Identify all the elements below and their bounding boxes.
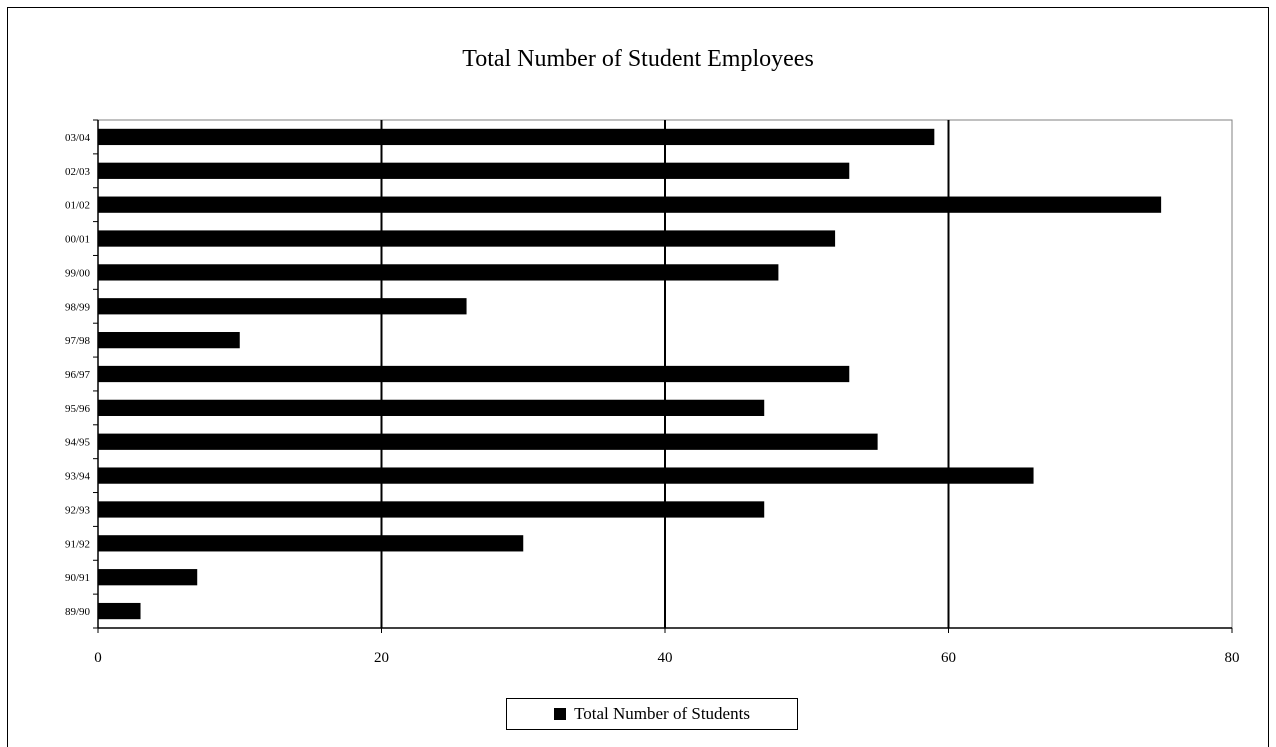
bar: [98, 433, 878, 450]
legend-swatch: [554, 708, 567, 720]
x-tick-label: 80: [1225, 650, 1240, 666]
y-tick-label: 01/02: [65, 200, 90, 212]
bar: [98, 535, 524, 552]
bar: [98, 569, 198, 586]
y-tick-label: 00/01: [65, 234, 90, 246]
bar: [98, 467, 1034, 484]
y-tick-label: 99/00: [65, 267, 91, 279]
bar: [98, 196, 1162, 213]
chart-title: Total Number of Student Employees: [462, 46, 814, 72]
bar: [98, 128, 935, 146]
y-tick-label: 94/95: [65, 437, 91, 449]
x-tick-label: 0: [94, 650, 102, 666]
y-tick-label: 02/03: [65, 166, 91, 178]
bar: [98, 501, 765, 518]
y-tick-label: 03/04: [65, 132, 91, 144]
bar: [98, 602, 141, 620]
bar: [98, 298, 467, 315]
y-tick-label: 98/99: [65, 301, 91, 313]
y-tick-label: 89/90: [65, 606, 91, 618]
x-tick-label: 40: [658, 650, 673, 666]
bar: [98, 332, 240, 349]
bar: [98, 365, 850, 383]
y-tick-label: 90/91: [65, 572, 90, 584]
bar: [98, 162, 850, 179]
x-tick-label: 60: [941, 650, 956, 666]
y-tick-label: 96/97: [65, 369, 91, 381]
y-tick-label: 93/94: [65, 471, 91, 483]
y-tick-label: 95/96: [65, 403, 91, 415]
x-tick-label: 20: [374, 650, 389, 666]
y-tick-label: 92/93: [65, 504, 91, 516]
y-tick-label: 91/92: [65, 538, 90, 550]
legend: Total Number of Students: [506, 698, 798, 730]
bar: [98, 399, 765, 416]
bar: [98, 230, 836, 247]
legend-label: Total Number of Students: [574, 704, 750, 723]
bar: [98, 264, 779, 281]
y-tick-label: 97/98: [65, 335, 91, 347]
